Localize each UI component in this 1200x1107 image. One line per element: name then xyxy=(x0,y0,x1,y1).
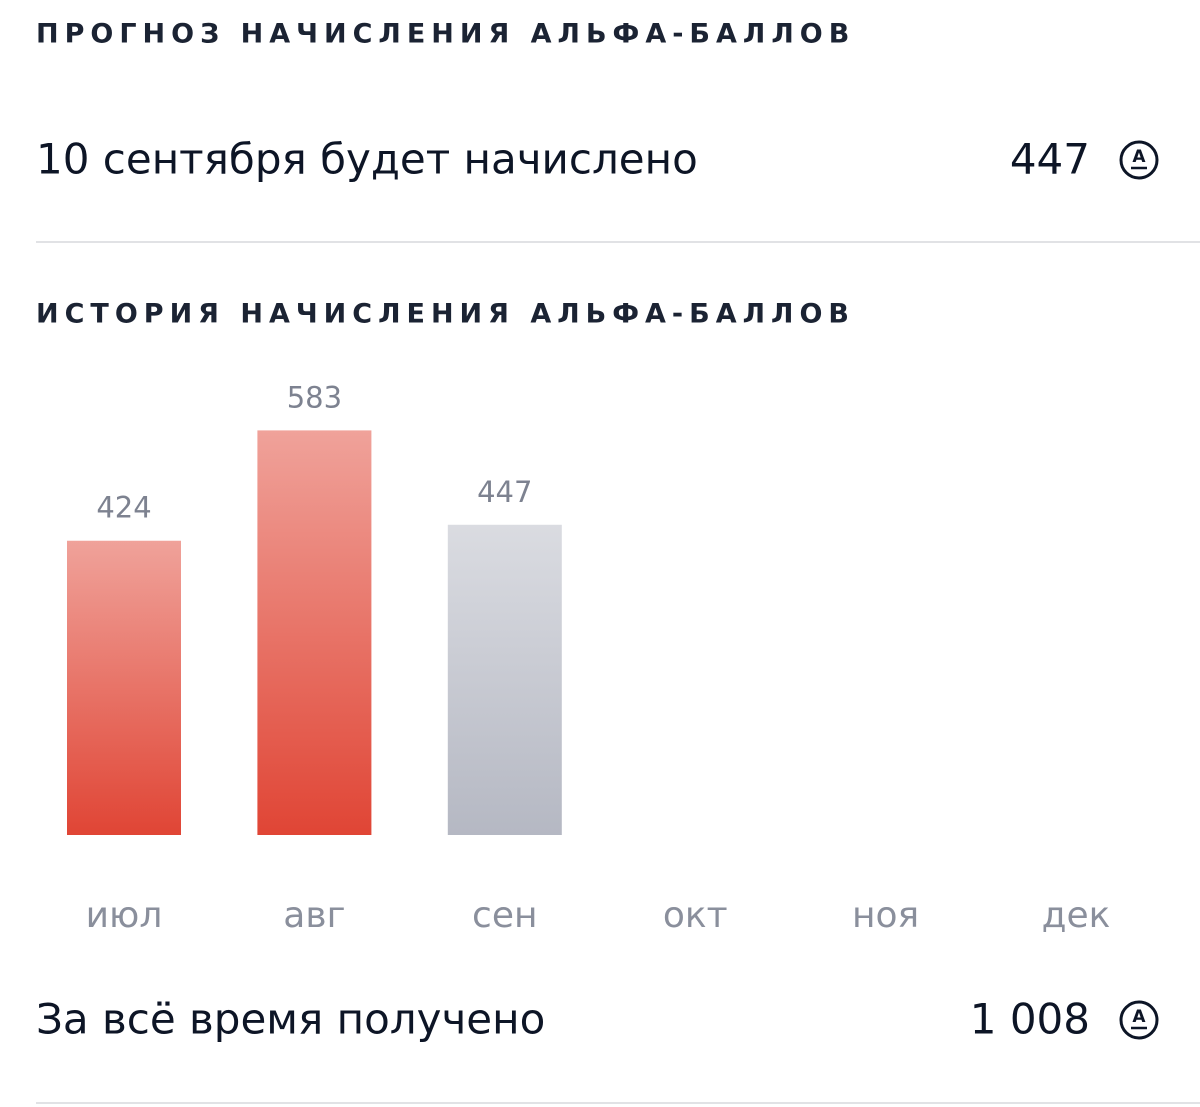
section-title: ПРОГНОЗ НАЧИСЛЕНИЯ АЛЬФА-БАЛЛОВ xyxy=(36,19,855,50)
chart: 424 июл 583 авг 447 сен окт ноя дек xyxy=(67,380,1110,936)
icon-letter: А xyxy=(1132,147,1146,167)
points-icon: А xyxy=(1119,1000,1159,1040)
section-title: ИСТОРИЯ НАЧИСЛЕНИЯ АЛЬФА-БАЛЛОВ xyxy=(36,299,855,330)
x-tick-label: сен xyxy=(472,895,537,936)
value-label: 447 xyxy=(477,475,532,509)
row-label: За всё время получено xyxy=(36,995,545,1044)
value-label: 583 xyxy=(287,380,342,414)
row-label: 10 сентября будет начислено xyxy=(36,135,698,184)
x-tick-label: ноя xyxy=(852,895,919,936)
points-icon: А xyxy=(1119,140,1159,180)
icon-letter: А xyxy=(1132,1007,1146,1027)
x-tick-label: авг xyxy=(283,895,345,936)
bar xyxy=(257,430,372,835)
bar xyxy=(67,540,181,835)
row-value: 447 xyxy=(1010,135,1090,184)
value-label: 424 xyxy=(96,491,151,525)
row-value: 1 008 xyxy=(970,995,1090,1044)
x-tick-label: дек xyxy=(1042,895,1111,936)
bar xyxy=(447,524,562,835)
x-tick-label: окт xyxy=(663,895,728,936)
x-tick-label: июл xyxy=(86,895,163,936)
